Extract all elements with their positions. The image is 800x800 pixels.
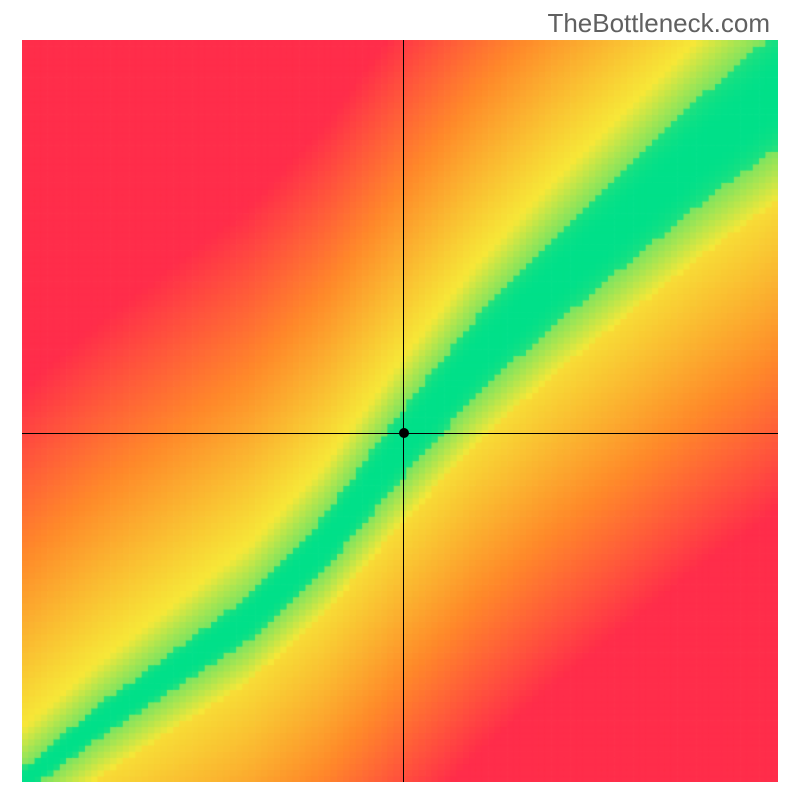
chart-container: { "watermark": { "text": "TheBottleneck.… [0,0,800,800]
selection-marker [399,428,409,438]
crosshair-vertical [403,40,404,782]
bottleneck-heatmap [22,40,778,782]
watermark-text: TheBottleneck.com [547,8,770,39]
